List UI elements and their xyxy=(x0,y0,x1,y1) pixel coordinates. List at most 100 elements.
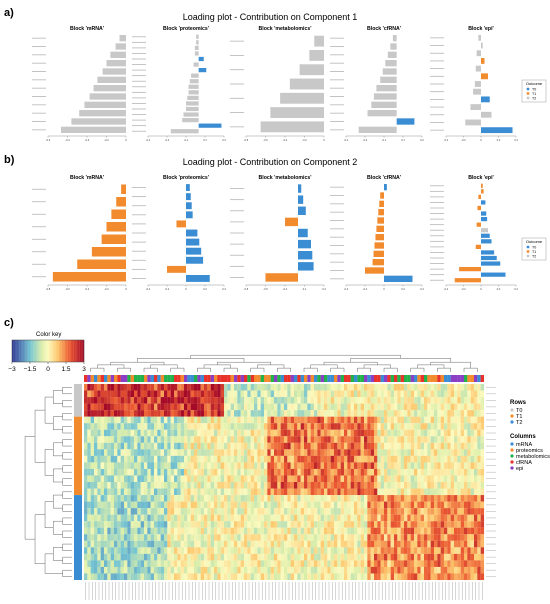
heatmap-cell xyxy=(184,384,188,391)
column-type-cell xyxy=(110,375,115,382)
heatmap-cell xyxy=(124,501,128,509)
heatmap-cell xyxy=(284,527,288,535)
heatmap-cell xyxy=(124,442,128,450)
heatmap-cell xyxy=(470,475,475,483)
heatmap-cell xyxy=(197,540,201,548)
heatmap-cell xyxy=(284,514,288,522)
heatmap-cell xyxy=(257,534,261,541)
heatmap-cell xyxy=(417,475,421,483)
bar xyxy=(97,76,126,83)
heatmap-cell xyxy=(257,436,261,443)
heatmap-cell xyxy=(480,508,485,515)
heatmap-cell xyxy=(370,508,375,515)
heatmap-cell xyxy=(194,436,198,443)
heatmap-cell xyxy=(300,410,305,417)
heatmap-cell xyxy=(164,462,168,469)
heatmap-cell xyxy=(87,521,91,528)
heatmap-cell xyxy=(154,521,158,528)
heatmap-cell xyxy=(337,521,341,528)
heatmap-cell xyxy=(187,560,191,567)
heatmap-cell xyxy=(130,527,135,535)
heatmap-cell xyxy=(447,475,451,483)
heatmap-cell xyxy=(247,547,251,554)
heatmap-cell xyxy=(260,423,265,430)
heatmap-cell xyxy=(327,449,331,456)
heatmap-cell xyxy=(234,534,238,541)
heatmap-cell xyxy=(274,429,278,437)
color-key-segment xyxy=(69,340,71,362)
heatmap-cell xyxy=(90,390,95,398)
heatmap-cell xyxy=(150,508,155,515)
heatmap-cell xyxy=(174,573,178,581)
dendrogram-branch xyxy=(53,547,63,561)
heatmap-cell xyxy=(87,534,91,541)
bar xyxy=(314,35,324,47)
heatmap-cell xyxy=(147,442,151,450)
heatmap-cell xyxy=(384,397,388,404)
heatmap-cell xyxy=(437,521,441,528)
heatmap-cell xyxy=(87,429,91,437)
bar xyxy=(378,209,384,216)
heatmap-cell xyxy=(377,488,381,496)
heatmap-cell xyxy=(270,573,275,581)
heatmap-cell xyxy=(304,521,308,528)
heatmap-cell xyxy=(354,534,358,541)
heatmap-cell xyxy=(167,429,171,437)
heatmap-cell xyxy=(227,553,231,561)
heatmap-cell xyxy=(194,468,198,476)
heatmap-cell xyxy=(117,468,121,476)
heatmap-cell xyxy=(297,475,301,483)
heatmap-cell xyxy=(207,416,211,424)
heatmap-cell xyxy=(90,508,95,515)
heatmap-cell xyxy=(244,397,248,404)
heatmap-cell xyxy=(357,560,361,567)
heatmap-cell xyxy=(177,495,181,502)
heatmap-cell xyxy=(144,436,148,443)
heatmap-cell xyxy=(124,416,128,424)
heatmap-cell xyxy=(307,403,311,411)
heatmap-cell xyxy=(307,495,311,502)
heatmap-cell xyxy=(327,560,331,567)
column-type-cell xyxy=(254,375,258,382)
columns-legend-item: proteomics xyxy=(516,448,543,454)
heatmap-cell xyxy=(224,508,228,515)
heatmap-cell xyxy=(457,566,461,574)
heatmap-cell xyxy=(480,390,485,398)
heatmap-cell xyxy=(297,390,301,398)
heatmap-cell xyxy=(160,482,165,489)
heatmap-cell xyxy=(224,397,228,404)
heatmap-cell xyxy=(474,560,478,567)
heatmap-cell xyxy=(400,482,405,489)
heatmap-cell xyxy=(187,553,191,561)
heatmap-cell xyxy=(140,397,145,404)
heatmap-cell xyxy=(307,521,311,528)
heatmap-cell xyxy=(147,416,151,424)
heatmap-cell xyxy=(167,547,171,554)
column-type-cell xyxy=(294,375,298,382)
heatmap-cell xyxy=(237,514,241,522)
heatmap-cell xyxy=(460,423,465,430)
heatmap-cell xyxy=(287,403,291,411)
heatmap-cell xyxy=(400,416,405,424)
heatmap-cell xyxy=(104,468,108,476)
heatmap-cell xyxy=(480,527,485,535)
heatmap-cell xyxy=(374,495,378,502)
heatmap-cell xyxy=(377,468,381,476)
heatmap-cell xyxy=(137,403,141,411)
heatmap-cell xyxy=(337,540,341,548)
heatmap-cell xyxy=(350,449,355,456)
heatmap-cell xyxy=(250,468,255,476)
heatmap-cell xyxy=(384,495,388,502)
x-tick-label: -0.2 xyxy=(363,287,368,291)
heatmap-cell xyxy=(167,390,171,398)
heatmap-cell xyxy=(390,423,395,430)
heatmap-cell xyxy=(337,553,341,561)
heatmap-cell xyxy=(120,560,125,567)
heatmap-cell xyxy=(187,573,191,581)
heatmap-cell xyxy=(420,423,425,430)
heatmap-cell xyxy=(134,429,138,437)
heatmap-cell xyxy=(477,488,481,496)
heatmap-cell xyxy=(174,553,178,561)
heatmap-cell xyxy=(290,390,295,398)
heatmap-cell xyxy=(124,462,128,469)
